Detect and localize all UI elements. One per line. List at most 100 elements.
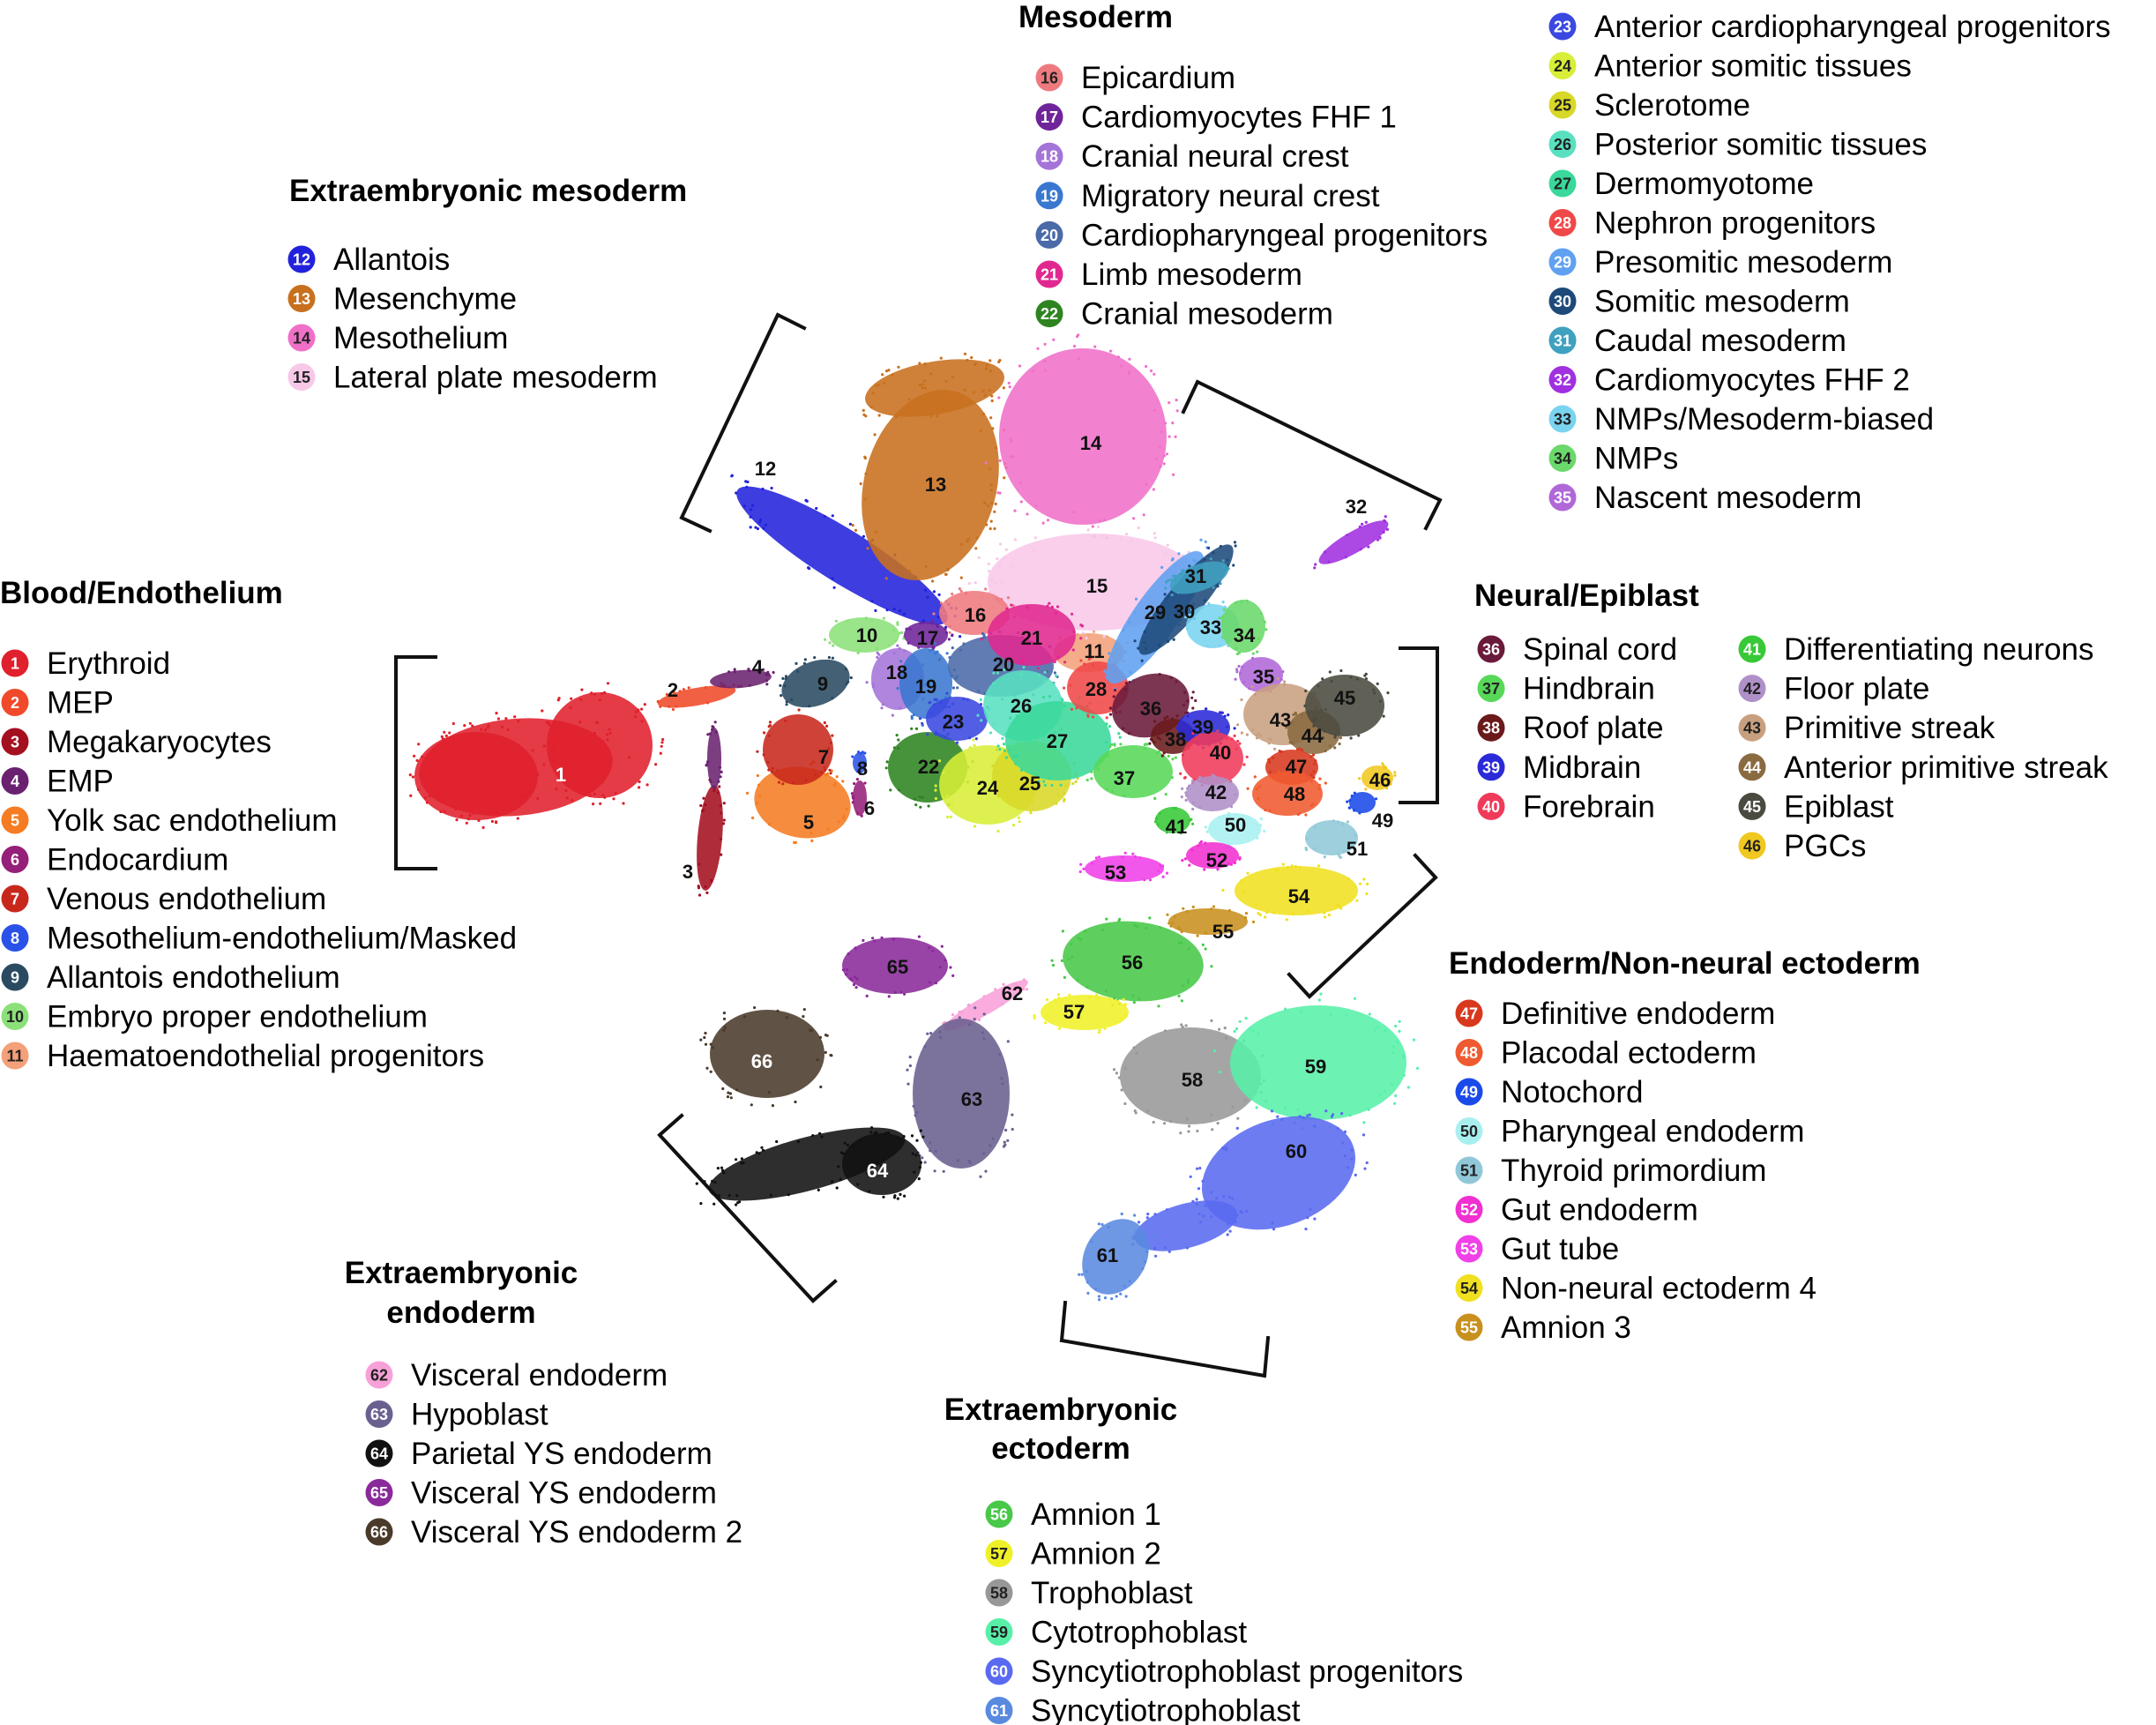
legend-number: 20 [1041, 227, 1058, 244]
cell-point [990, 502, 994, 505]
cell-point [781, 782, 785, 786]
legend-item-45: 45 Epiblast [1738, 789, 1894, 824]
cell-point [898, 609, 902, 613]
cell-point [913, 1170, 916, 1174]
cell-point [839, 1177, 842, 1181]
group-title: Endoderm/Non-neural ectoderm [1449, 946, 1921, 981]
cell-point [926, 1032, 929, 1035]
cell-point [983, 501, 987, 505]
cell-point [892, 652, 896, 655]
cell-point [1211, 773, 1214, 777]
cell-point [841, 780, 845, 783]
cell-point [1204, 931, 1207, 935]
cell-point [796, 669, 800, 674]
cell-point [1167, 754, 1170, 758]
cell-point [527, 775, 531, 779]
legend-label: Posterior somitic tissues [1594, 128, 1927, 162]
legend-item-12: 12 Allantois [287, 243, 450, 277]
cell-point [832, 644, 835, 647]
cell-point [1229, 805, 1234, 809]
cell-point [869, 540, 873, 543]
cell-point [1140, 661, 1144, 665]
legend-item-35: 35 Nascent mesoderm [1548, 481, 1861, 515]
legend-label: PGCs [1784, 829, 1866, 863]
cell-point [1132, 1046, 1136, 1049]
cell-point [1154, 1254, 1158, 1258]
legend-item-32: 32 Cardiomyocytes FHF 2 [1548, 363, 1910, 398]
cell-point [1169, 676, 1173, 680]
legend-label: Roof plate [1523, 711, 1664, 745]
cell-point [785, 1016, 788, 1019]
legend-label: Visceral YS endoderm [411, 1476, 717, 1511]
cell-point [720, 770, 723, 774]
legend-item-24: 24 Anterior somitic tissues [1548, 49, 1912, 84]
cluster-region [657, 685, 736, 708]
cell-point [1004, 548, 1008, 552]
cell-point [1133, 639, 1137, 643]
cell-point [1182, 907, 1185, 910]
cell-point [1242, 763, 1246, 766]
cluster-region [1361, 765, 1393, 790]
legend-number: 3 [11, 734, 19, 751]
cell-point [1043, 359, 1047, 362]
cell-point [719, 804, 722, 808]
cell-point [1003, 660, 1008, 663]
cell-point [966, 539, 969, 543]
cell-point [856, 812, 860, 816]
cell-point [592, 803, 595, 806]
cell-point [1165, 580, 1168, 584]
cell-point [1134, 1111, 1138, 1115]
cell-point [793, 840, 796, 845]
cell-point [1046, 604, 1049, 608]
cell-point [1022, 666, 1026, 669]
cell-point [1330, 679, 1333, 683]
cell-point [1003, 743, 1006, 746]
cell-point [796, 1139, 800, 1144]
cluster-region [842, 1133, 921, 1195]
cell-point [887, 369, 891, 372]
cell-point [1155, 751, 1159, 755]
cell-point [903, 649, 906, 653]
cell-point [1172, 574, 1175, 578]
legend-label: Somitic mesoderm [1594, 285, 1850, 319]
cluster-label-63: 63 [961, 1088, 982, 1110]
cell-point [1269, 737, 1272, 742]
cell-point [1328, 670, 1332, 674]
cell-point [918, 795, 921, 799]
cell-point [1196, 1167, 1199, 1170]
cell-point [1309, 755, 1313, 758]
cell-point [1238, 742, 1242, 745]
cell-point [1382, 714, 1385, 718]
cluster-55 [1166, 905, 1256, 937]
cluster-2 [656, 682, 742, 712]
legend-item-44: 44 Anterior primitive streak [1738, 750, 2108, 785]
cell-point [1376, 1025, 1380, 1028]
cell-point [809, 832, 813, 835]
cell-point [1222, 1195, 1226, 1199]
cell-point [1204, 825, 1207, 829]
cell-point [960, 1010, 964, 1013]
cell-point [861, 750, 864, 754]
cell-point [940, 945, 944, 948]
legend-number: 59 [990, 1624, 1008, 1641]
cell-point [965, 591, 968, 594]
cell-point [991, 764, 995, 768]
legend-label: Allantois [333, 243, 450, 277]
cluster-48 [1246, 769, 1327, 817]
legend-dot [1477, 713, 1505, 742]
cell-point [735, 1158, 738, 1161]
cell-point [1166, 639, 1169, 643]
cell-point [1204, 947, 1207, 951]
cell-point [814, 773, 817, 777]
cell-point [1208, 603, 1212, 607]
cluster-region [1208, 813, 1261, 845]
cell-point [1164, 586, 1168, 590]
cell-point [661, 737, 665, 742]
cell-point [859, 1139, 862, 1143]
cell-point [1188, 613, 1191, 616]
legend-block-mesoderm-continued: 23 Anterior cardiopharyngeal progenitors2… [1548, 10, 2111, 515]
cell-point [1224, 1036, 1228, 1040]
cluster-10 [824, 616, 906, 655]
